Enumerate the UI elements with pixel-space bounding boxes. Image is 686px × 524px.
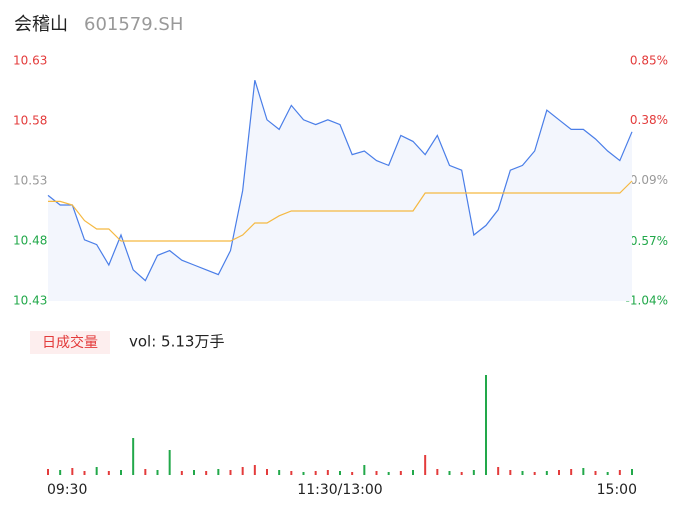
y2-tick-label: -1.04% [626, 294, 668, 308]
volume-bar [448, 471, 451, 475]
volume-bar [472, 470, 475, 475]
series-line [47, 80, 633, 282]
volume-bar [314, 471, 317, 475]
x-tick-label: 09:30 [47, 482, 87, 498]
volume-bar [375, 471, 378, 475]
volume-bar [47, 469, 49, 475]
volume-bar [290, 471, 293, 475]
volume-bar [509, 470, 512, 475]
volume-bar [83, 471, 86, 475]
volume-bar [618, 470, 621, 475]
y-tick-label: 10.43 [13, 294, 47, 308]
legend-label: 日成交量 [42, 334, 98, 351]
volume-bar [594, 471, 597, 475]
volume-bar [193, 470, 195, 475]
volume-bar [351, 472, 354, 475]
stock-name: 会稽山 [14, 14, 68, 35]
volume-bar [582, 468, 585, 475]
volume-bar [229, 470, 232, 475]
volume-bar [266, 469, 268, 475]
volume-bar [144, 469, 147, 475]
volume-bar [120, 470, 122, 475]
volume-bar [59, 470, 62, 475]
volume-bar [71, 468, 74, 475]
y2-tick-label: 0.85% [630, 54, 668, 68]
legend-box [30, 331, 110, 354]
volume-bar [95, 467, 98, 475]
volume-bar [558, 470, 560, 475]
volume-bar [460, 472, 463, 475]
volume-bar [533, 472, 536, 475]
volume-bar [436, 469, 439, 475]
volume-bar [253, 465, 256, 475]
volume-bar [497, 467, 500, 475]
volume-bar [606, 472, 609, 475]
volume-bar [485, 375, 487, 475]
y2-tick-label: 0.38% [630, 113, 668, 127]
volume-bar [363, 465, 366, 475]
volume-bar [521, 471, 524, 475]
volume-bar [241, 467, 244, 475]
volume-bar [168, 450, 171, 475]
y-tick-label: 10.48 [13, 234, 47, 248]
volume-bar [132, 438, 135, 475]
volume-bar [278, 470, 281, 475]
y2-tick-label: -0.09% [626, 173, 668, 187]
volume-bar [107, 471, 110, 475]
volume-bar [156, 470, 159, 475]
y-tick-label: 10.53 [13, 174, 47, 188]
volume-bar [205, 471, 208, 475]
x-tick-label: 15:00 [597, 482, 637, 498]
volume-bar [412, 470, 414, 475]
y2-tick-label: -0.57% [626, 234, 668, 248]
volume-bar [545, 471, 548, 475]
series-line [48, 180, 633, 242]
volume-bar [387, 472, 390, 475]
y-tick-label: 10.63 [13, 54, 47, 68]
stock-code: 601579.SH [84, 14, 183, 35]
x-tick-label: 11:30/13:00 [297, 482, 382, 498]
volume-bar [339, 471, 341, 475]
volume-bar [424, 455, 427, 475]
volume-bar [302, 472, 305, 475]
volume-bar [180, 471, 183, 475]
price-area [48, 80, 632, 301]
volume-bar [570, 469, 573, 475]
volume-bar [631, 469, 633, 475]
volume-bar [217, 469, 220, 475]
volume-text: vol: 5.13万手 [129, 333, 224, 351]
y-tick-label: 10.58 [13, 114, 47, 128]
volume-bar [399, 471, 402, 475]
volume-bar [326, 470, 329, 475]
